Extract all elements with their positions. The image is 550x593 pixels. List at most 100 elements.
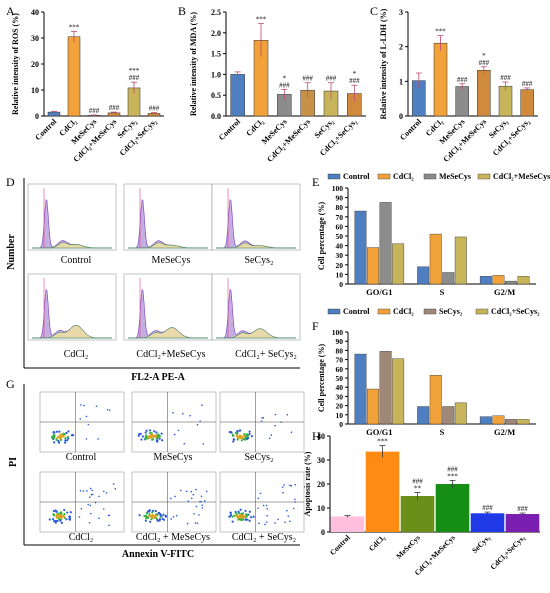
scatter-label-cdcl2: CdCl₂ <box>69 532 94 543</box>
g-x-label: Annexin V-FITC <box>122 549 194 560</box>
scatter-dot <box>155 431 158 434</box>
flow-scatter-panel: PI Annexin V-FITC Control MeSeCys SeCys₂… <box>8 384 305 560</box>
y-tick-label: 60 <box>336 222 344 231</box>
significance-label: ### <box>349 77 360 85</box>
scatter-dot <box>150 518 153 521</box>
scatter-dot <box>156 435 159 439</box>
significance-label: *** <box>129 67 140 75</box>
scatter-dot <box>281 486 284 488</box>
significance-label: * <box>353 70 357 78</box>
y-tick-label: 0 <box>339 280 343 289</box>
scatter-dot <box>87 423 90 426</box>
scatter-dot <box>48 518 51 521</box>
scatter-dot <box>52 513 55 516</box>
scatter-dot <box>90 493 93 496</box>
bar-cdcl <box>367 388 380 425</box>
bar-control <box>479 276 492 285</box>
x-tick-label: S <box>440 287 445 297</box>
scatter-dot <box>157 512 160 515</box>
panel-letter-f: F <box>312 319 319 333</box>
histogram-label-secys2: SeCys₂ <box>244 255 273 266</box>
scatter-dot <box>246 518 249 521</box>
scatter-dot <box>282 491 284 494</box>
scatter-dot <box>172 412 174 414</box>
bar-control <box>417 406 430 425</box>
scatter-dot <box>152 438 155 441</box>
scatter-dot <box>235 435 238 438</box>
panel-letter-d: D <box>6 175 15 189</box>
scatter-dot <box>137 434 140 437</box>
legend-label: CdCl₂ <box>393 307 414 316</box>
scatter-dot <box>280 421 282 423</box>
y-tick-label: 30 <box>31 34 39 43</box>
scatter-dot <box>243 434 246 437</box>
x-tick-label: CdCl₂ <box>244 117 265 138</box>
legend-swatch <box>327 308 341 315</box>
scatter-dot <box>274 424 276 427</box>
histogram-label-cdcl2-secys2: CdCl₂+ SeCys₂ <box>235 349 297 360</box>
scatter-dot <box>82 490 85 492</box>
chart-mda: 0.0 0.5 1.0 1.5 2.0 2.5 Relative intensity of … <box>189 8 366 164</box>
scatter-dot <box>154 434 157 437</box>
scatter-dot <box>144 431 147 434</box>
y-tick-label: 0 <box>321 528 325 537</box>
scatter-dot <box>59 437 62 440</box>
scatter-dot <box>201 504 203 507</box>
scatter-dot <box>265 521 268 523</box>
y-tick-label: 40 <box>336 383 344 392</box>
scatter-dot <box>250 435 254 438</box>
scatter-dot <box>66 511 69 514</box>
scatter-dot <box>294 483 296 486</box>
scatter-dot <box>88 521 91 524</box>
significance-label: ### <box>479 59 490 67</box>
scatter-dot <box>241 516 244 519</box>
scatter-dot <box>144 519 147 522</box>
x-tick-label: CdCl₂+SeCys₂ <box>488 533 527 572</box>
scatter-dot <box>200 495 203 498</box>
scatter-dot <box>164 514 167 517</box>
scatter-dot <box>79 489 82 492</box>
scatter-dot <box>63 512 66 516</box>
d-x-label: FL2-A PE-A <box>131 372 185 383</box>
bar-mesecys <box>379 202 392 285</box>
g-y-label: PI <box>8 457 19 467</box>
scatter-dot <box>201 507 204 509</box>
x-tick-label: G2/M <box>494 427 515 437</box>
histogram-label-mesecys: MeSeCys <box>152 255 191 266</box>
y-axis-label: Relative intensity of MDA (%) <box>189 12 198 116</box>
scatter-dot <box>141 435 144 438</box>
x-tick-label: S <box>440 427 445 437</box>
bar-secys <box>504 419 517 425</box>
scatter-dot <box>145 429 148 432</box>
x-tick-label: CdCl₂+MeSeCys <box>265 117 312 164</box>
scatter-dot <box>248 432 251 436</box>
scatter-dot <box>241 512 245 515</box>
histogram-label-cdcl2: CdCl₂ <box>64 349 89 360</box>
scatter-dot <box>91 489 93 492</box>
scatter-dot <box>78 516 81 518</box>
y-tick-label: 30 <box>317 456 325 465</box>
significance-label: ### <box>129 74 140 82</box>
scatter-dot <box>169 497 172 500</box>
y-tick-label: 0 <box>339 420 343 429</box>
scatter-dot <box>53 441 56 444</box>
scatter-dot <box>183 442 186 445</box>
scatter-dot <box>53 436 56 439</box>
legend-label: Control <box>343 307 370 316</box>
scatter-dot <box>261 416 263 419</box>
scatter-dot <box>144 437 147 441</box>
significance-label: ** <box>414 484 422 492</box>
y-tick-label: 60 <box>336 365 344 374</box>
significance-label: ### <box>482 504 493 512</box>
scatter-dot <box>243 515 247 518</box>
bar-cdcl-mesecys <box>477 69 491 117</box>
scatter-dot <box>95 405 98 407</box>
scatter-dot <box>290 485 293 487</box>
scatter-dot <box>172 515 175 518</box>
scatter-dot <box>199 420 201 423</box>
scatter-dot <box>173 433 176 436</box>
scatter-dot <box>257 497 260 500</box>
scatter-dot <box>54 519 57 523</box>
y-tick-label: 10 <box>336 270 344 279</box>
